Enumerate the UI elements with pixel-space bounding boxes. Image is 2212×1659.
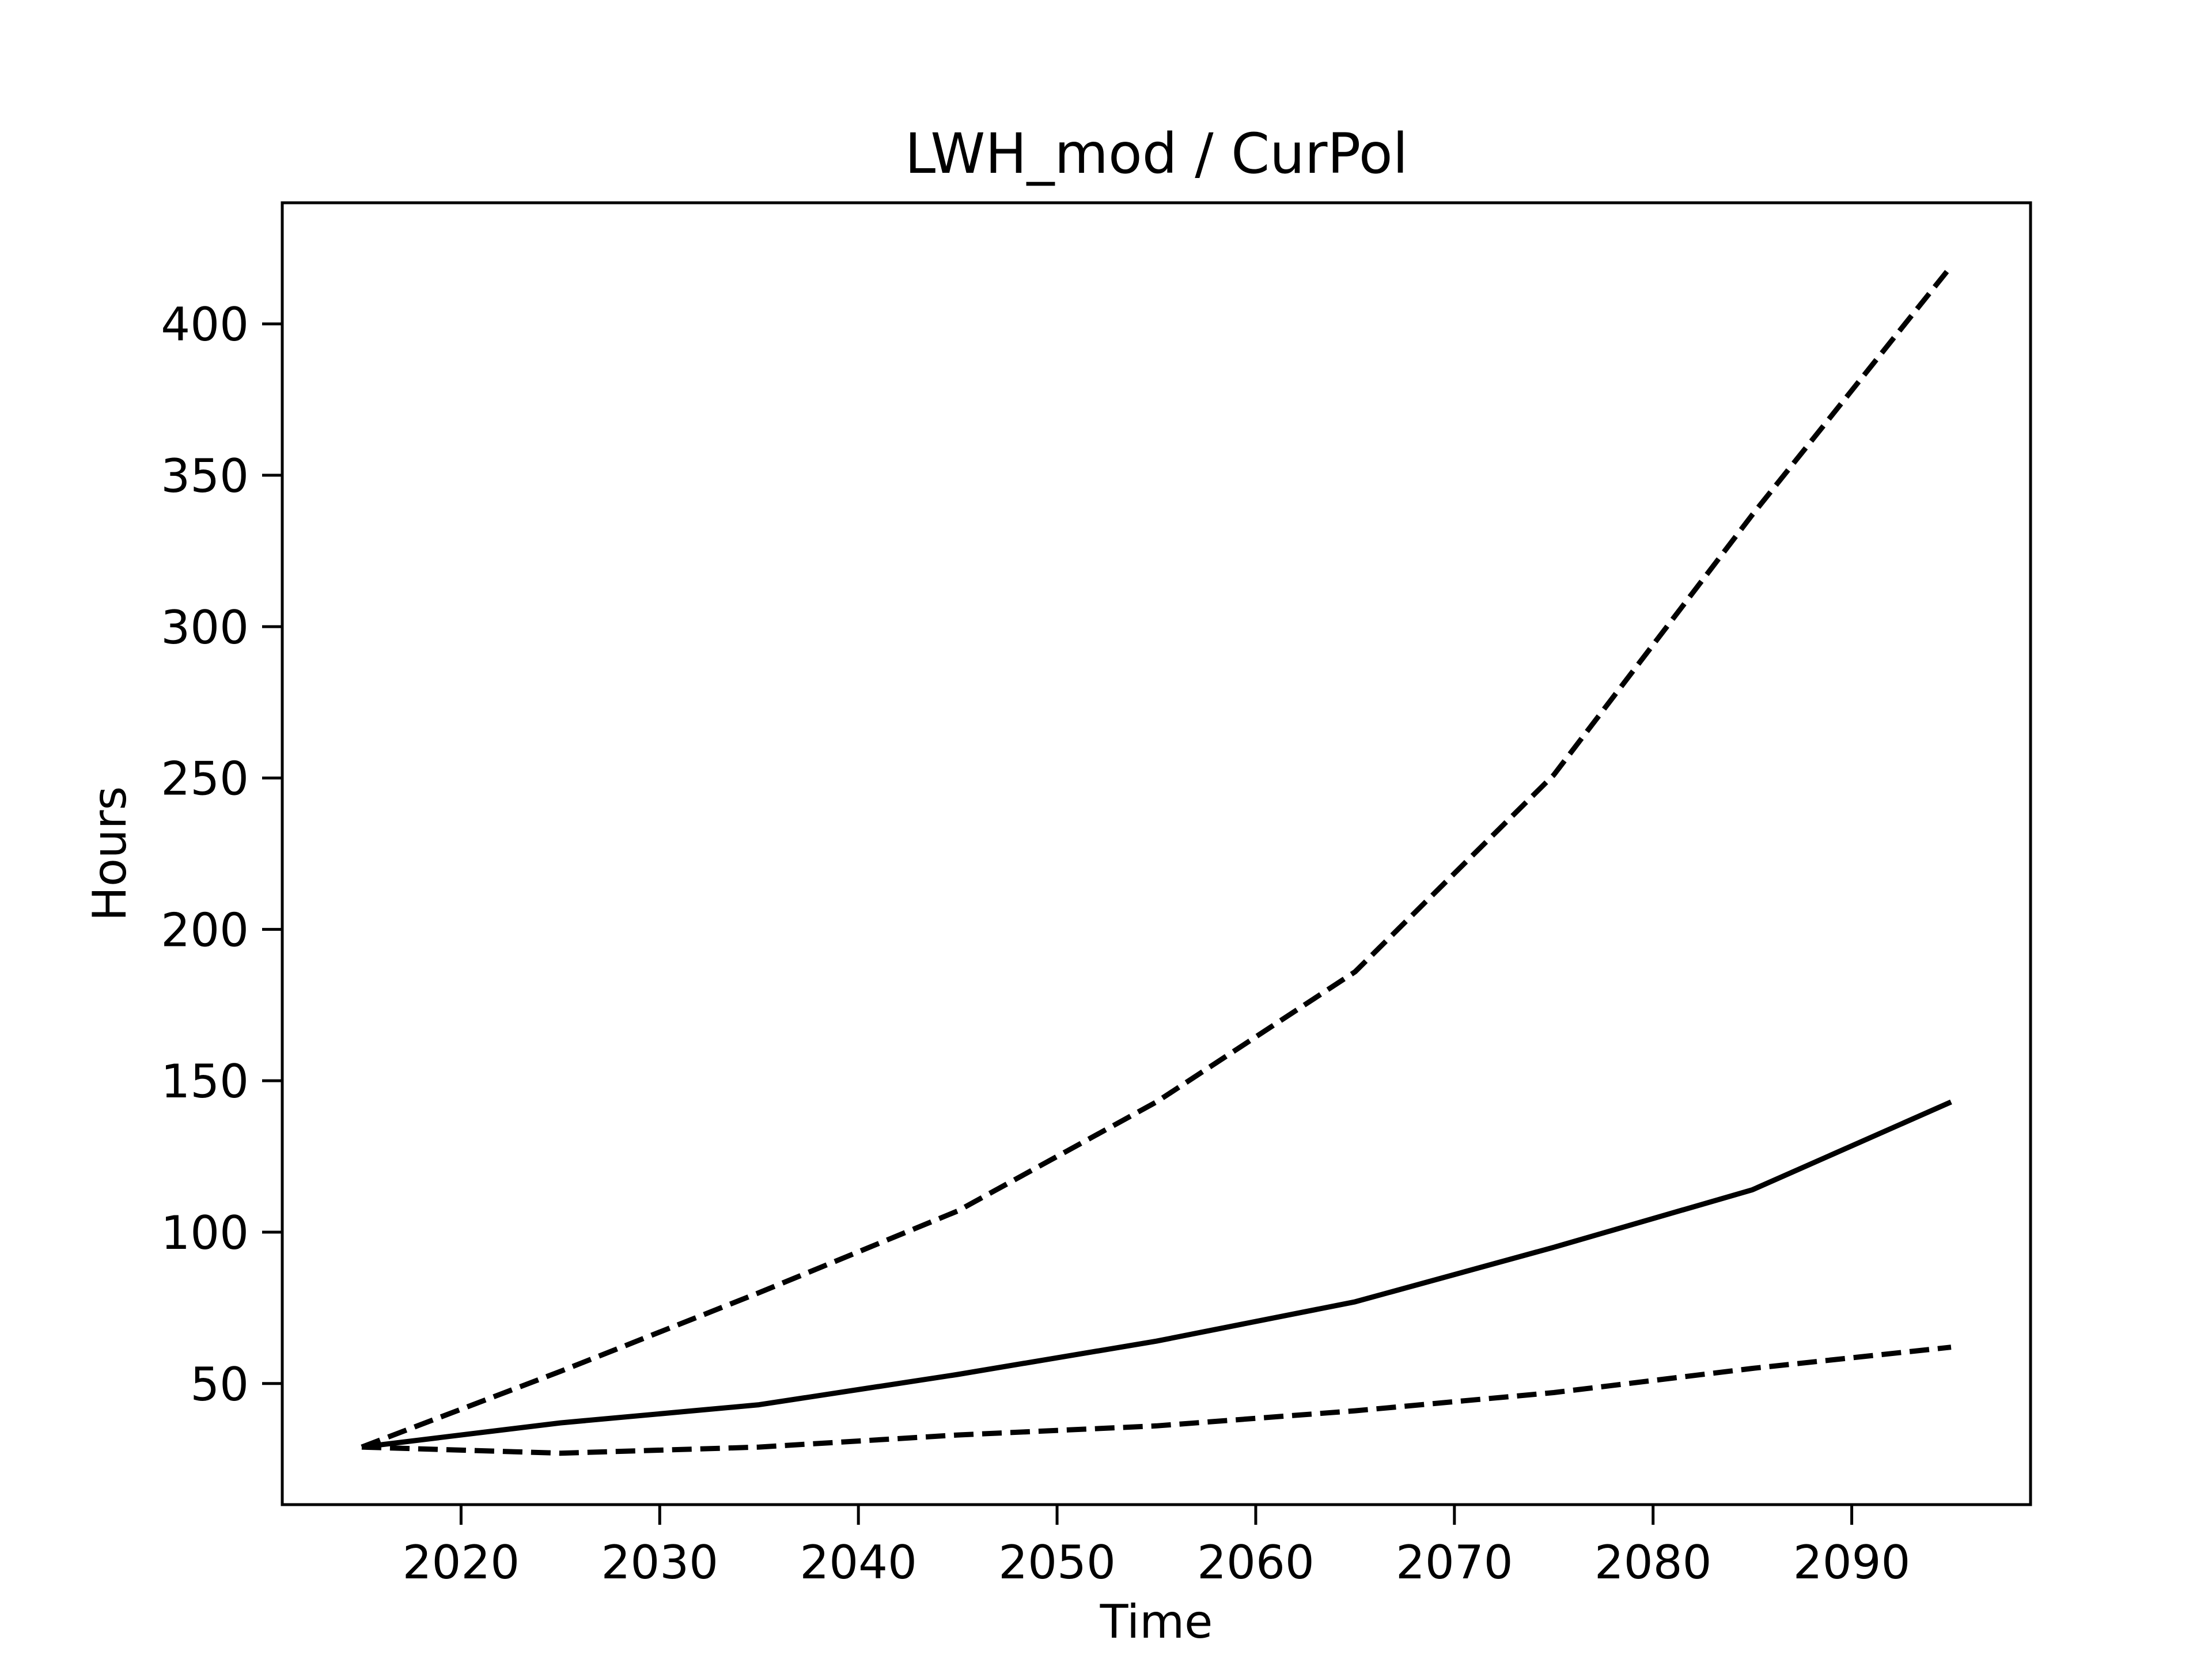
y-axis: 50 100 150 200 250 300 350 400 bbox=[161, 298, 282, 1411]
y-tick-label: 250 bbox=[161, 752, 249, 806]
y-tick-label: 300 bbox=[161, 601, 249, 654]
y-tick-label: 350 bbox=[161, 449, 249, 503]
x-axis-title: Time bbox=[1100, 1595, 1213, 1649]
y-tick-label: 150 bbox=[161, 1055, 249, 1108]
x-tick-label: 2060 bbox=[1197, 1536, 1315, 1589]
series-line-2 bbox=[361, 264, 1953, 1450]
x-tick-label: 2090 bbox=[1793, 1536, 1911, 1589]
y-tick-label: 200 bbox=[161, 903, 249, 957]
x-tick-label: 2080 bbox=[1594, 1536, 1712, 1589]
y-tick-label: 50 bbox=[190, 1358, 249, 1411]
series-layer bbox=[361, 264, 1953, 1456]
x-tick-label: 2050 bbox=[998, 1536, 1116, 1589]
x-tick-label: 2030 bbox=[601, 1536, 718, 1589]
y-tick-label: 400 bbox=[161, 298, 249, 351]
chart-title: LWH_mod / CurPol bbox=[905, 122, 1408, 186]
x-tick-label: 2020 bbox=[403, 1536, 520, 1589]
x-axis: 2020 2030 2040 2050 2060 2070 2080 2090 bbox=[403, 1505, 1911, 1589]
plot-frame bbox=[281, 201, 2032, 1506]
x-tick-label: 2070 bbox=[1396, 1536, 1513, 1589]
y-tick-label: 100 bbox=[161, 1206, 249, 1260]
x-tick-label: 2040 bbox=[800, 1536, 917, 1589]
series-line-3 bbox=[361, 1344, 1952, 1456]
y-axis-title: Hours bbox=[83, 786, 137, 921]
series-line-1 bbox=[361, 1099, 1952, 1450]
